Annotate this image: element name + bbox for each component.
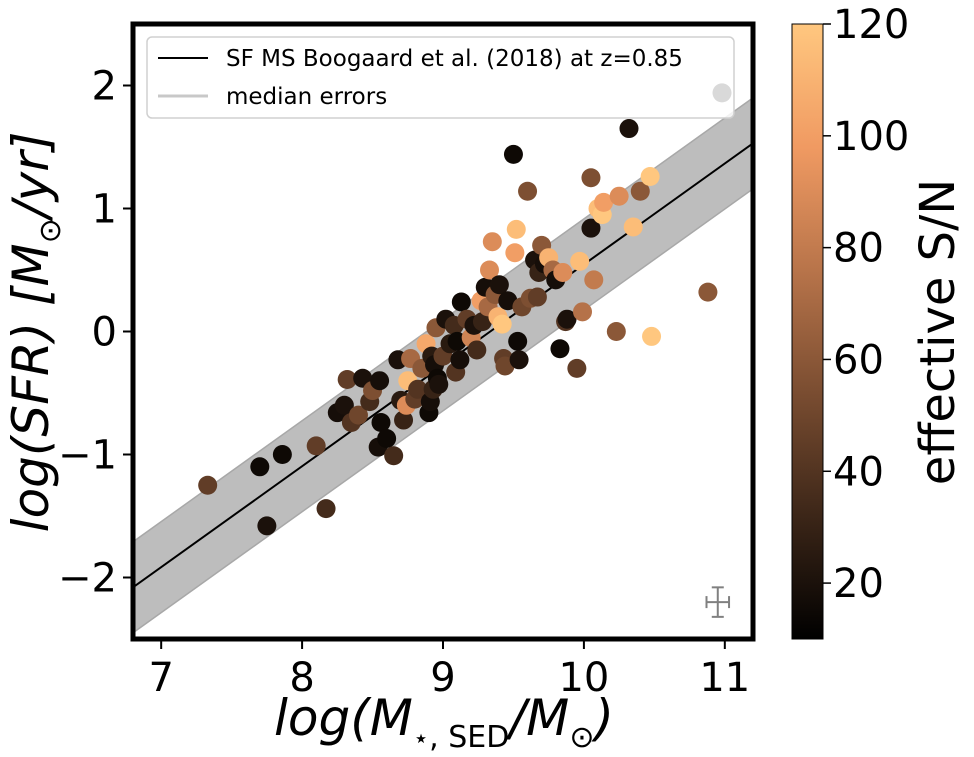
data-point-93 xyxy=(619,119,639,139)
data-point-64 xyxy=(506,219,526,239)
data-point-65 xyxy=(508,331,528,351)
data-point-94 xyxy=(623,217,643,237)
data-point-66 xyxy=(509,350,529,370)
data-point-87 xyxy=(584,270,604,290)
x-label-close: ) xyxy=(590,689,614,747)
data-point-8 xyxy=(337,369,357,389)
data-point-54 xyxy=(482,232,502,252)
data-point-82 xyxy=(567,358,587,378)
x-axis-label: log(M⋆, SED/M⊙) xyxy=(274,689,614,755)
colorbar-tick-label-60: 60 xyxy=(833,337,884,383)
data-point-71 xyxy=(527,287,547,307)
colorbar-ticks: 20 40 60 80 100 120 xyxy=(823,2,909,607)
data-point-90 xyxy=(594,192,614,212)
plot-area: 7 8 9 10 11 −2 −1 0 1 2 xyxy=(58,21,756,701)
colorbar-gradient xyxy=(791,23,824,640)
x-label-sub-star: ⋆ xyxy=(413,724,429,754)
data-points xyxy=(198,83,732,536)
x-tick-label-7: 7 xyxy=(148,655,173,701)
data-point-53 xyxy=(480,260,499,280)
data-point-92 xyxy=(609,186,629,206)
data-point-97 xyxy=(642,326,662,346)
x-tick-label-8: 8 xyxy=(289,655,314,701)
data-point-48 xyxy=(467,340,487,360)
data-point-58 xyxy=(492,314,512,334)
colorbar-tick-label-40: 40 xyxy=(833,449,884,495)
data-point-96 xyxy=(640,167,660,187)
colorbar: 20 40 60 80 100 120 effective S/N xyxy=(791,2,966,640)
data-point-85 xyxy=(581,168,601,188)
data-point-5 xyxy=(316,499,336,519)
data-point-17 xyxy=(377,429,397,449)
svg-text:log(M⋆, SED/M⊙): log(M⋆, SED/M⊙) xyxy=(274,689,614,755)
data-point-18 xyxy=(384,446,404,466)
y-axis-ticks: −2 −1 0 1 2 xyxy=(58,64,133,602)
x-tick-label-9: 9 xyxy=(430,655,455,701)
legend-ms-label: SF MS Boogaard et al. (2018) at z=0.85 xyxy=(226,46,683,72)
data-point-14 xyxy=(370,371,390,391)
svg-text:log(SFR) [M⊙/yr]: log(SFR) [M⊙/yr] xyxy=(2,132,68,533)
colorbar-tick-label-20: 20 xyxy=(833,561,884,607)
data-point-83 xyxy=(570,251,590,271)
data-point-91 xyxy=(606,322,626,341)
y-tick-label--1: −1 xyxy=(58,433,117,479)
y-tick-label-0: 0 xyxy=(92,310,117,356)
colorbar-tick-label-100: 100 xyxy=(833,114,909,160)
data-point-43 xyxy=(450,350,470,370)
data-point-7 xyxy=(334,395,354,415)
data-point-78 xyxy=(550,339,570,359)
data-point-2 xyxy=(257,516,277,536)
data-point-44 xyxy=(451,292,471,312)
data-point-15 xyxy=(371,413,391,433)
data-point-10 xyxy=(348,405,368,425)
data-point-68 xyxy=(518,181,538,201)
y-axis-label: log(SFR) [M⊙/yr] xyxy=(2,132,68,533)
data-point-1 xyxy=(250,457,270,477)
y-label-pre: log(SFR) [M xyxy=(2,243,60,532)
x-label-sub-text: , SED xyxy=(429,720,509,755)
data-point-86 xyxy=(581,218,601,238)
data-point-84 xyxy=(573,302,592,322)
x-label-post: /M xyxy=(505,689,569,747)
data-point-98 xyxy=(698,282,718,302)
y-label-post: /yr] xyxy=(2,132,60,223)
data-point-62 xyxy=(503,144,523,164)
colorbar-tick-label-80: 80 xyxy=(833,226,884,272)
data-point-21 xyxy=(394,410,414,430)
data-point-57 xyxy=(489,275,509,295)
y-label-sun: ⊙ xyxy=(33,218,68,243)
data-point-26 xyxy=(408,379,428,399)
data-point-50 xyxy=(472,312,492,332)
legend-box xyxy=(146,36,735,119)
y-tick-label-1: 1 xyxy=(92,187,117,233)
colorbar-label: effective S/N xyxy=(910,179,966,485)
x-label-pre: log(M xyxy=(274,689,413,747)
data-point-79 xyxy=(553,262,573,282)
y-tick-label-2: 2 xyxy=(92,64,117,110)
data-point-95 xyxy=(630,181,650,201)
median-errors-marker xyxy=(705,586,731,618)
data-point-63 xyxy=(505,243,525,263)
data-point-3 xyxy=(272,445,292,464)
colorbar-tick-label-120: 120 xyxy=(833,2,909,48)
data-point-36 xyxy=(429,374,449,394)
data-point-4 xyxy=(306,436,326,456)
x-label-sun: ⊙ xyxy=(569,720,594,755)
data-point-81 xyxy=(557,309,577,329)
y-tick-label--2: −2 xyxy=(58,556,117,602)
legend: SF MS Boogaard et al. (2018) at z=0.85 m… xyxy=(146,36,735,119)
legend-errors-label: median errors xyxy=(226,84,387,110)
x-tick-label-11: 11 xyxy=(699,655,750,701)
data-point-0 xyxy=(198,475,218,495)
x-axis-ticks: 7 8 9 10 11 xyxy=(148,639,750,701)
x-tick-label-10: 10 xyxy=(558,655,609,701)
